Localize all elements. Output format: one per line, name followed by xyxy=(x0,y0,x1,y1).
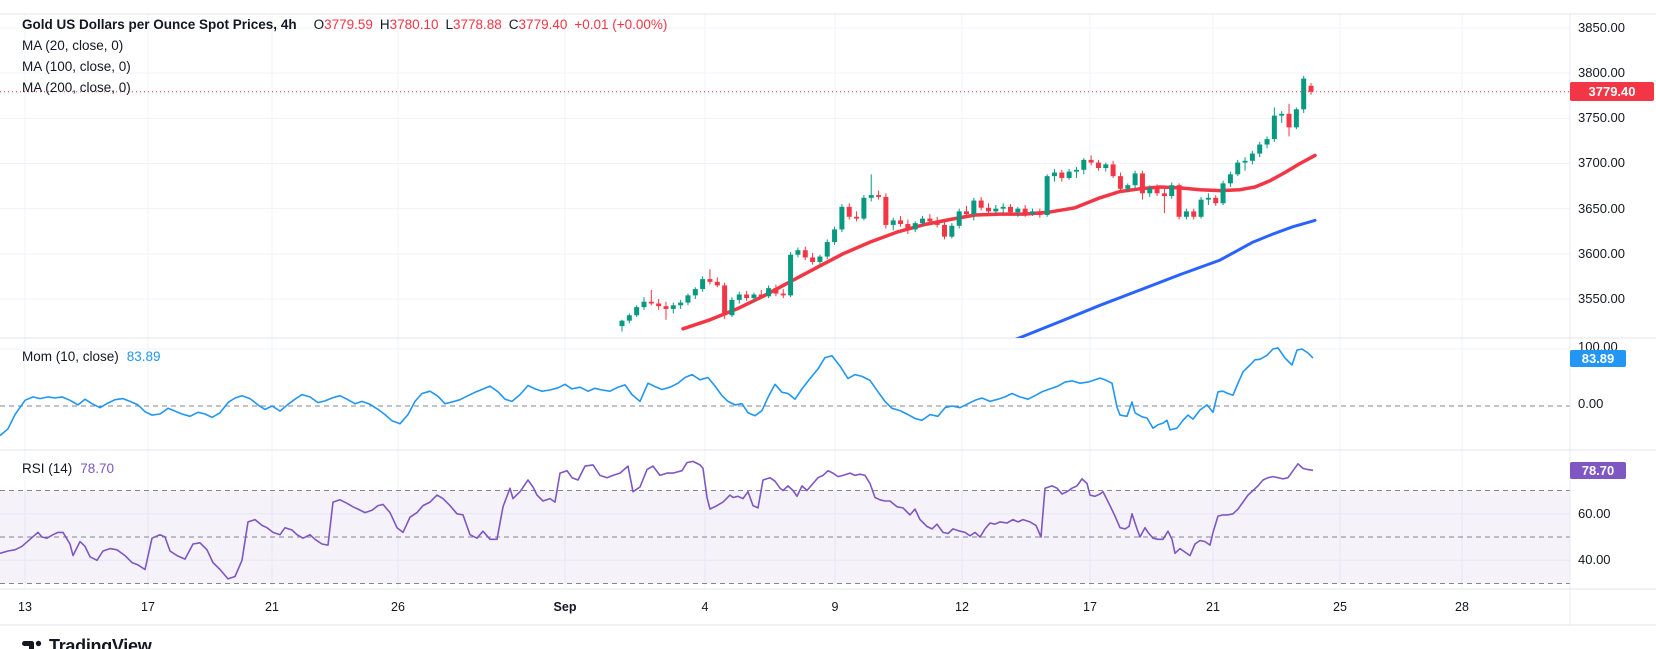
time-tick-label: 13 xyxy=(18,600,32,614)
tradingview-logo-text: TradingView xyxy=(49,636,152,649)
rsi-axis[interactable]: 60.00 40.00 xyxy=(1570,450,1656,589)
ma20-legend-row[interactable]: MA (20, close, 0) xyxy=(22,38,124,53)
open-label: O xyxy=(313,17,325,32)
low-label: L xyxy=(445,17,453,32)
momentum-legend-row[interactable]: Mom (10, close) 83.89 xyxy=(22,349,161,364)
time-tick-label: 9 xyxy=(831,600,839,614)
legend: Gold US Dollars per Ounce Spot Prices, 4… xyxy=(22,14,667,98)
symbol-legend-row[interactable]: Gold US Dollars per Ounce Spot Prices, 4… xyxy=(22,14,667,35)
rsi-tick-label: 40.00 xyxy=(1578,552,1611,568)
time-tick-label: Sep xyxy=(553,600,577,614)
momentum-value: 83.89 xyxy=(126,349,161,364)
last-price-badge: 3779.40 xyxy=(1570,82,1654,102)
close-label: C xyxy=(508,17,519,32)
time-tick-label: 26 xyxy=(391,600,405,614)
high-label: H xyxy=(379,17,390,32)
time-tick-label: 12 xyxy=(955,600,969,614)
momentum-label: Mom (10, close) xyxy=(22,349,119,364)
ma200-legend-row[interactable]: MA (200, close, 0) xyxy=(22,80,131,95)
time-axis[interactable]: 13 17 21 26 Sep 4 9 12 17 21 25 28 xyxy=(0,589,1570,625)
symbol-title: Gold US Dollars per Ounce Spot Prices, 4… xyxy=(22,17,297,32)
price-tick-label: 3650.00 xyxy=(1578,200,1625,216)
low-value: 3778.88 xyxy=(452,17,502,32)
time-tick-label: 21 xyxy=(1206,600,1220,614)
time-tick-label: 25 xyxy=(1333,600,1347,614)
tradingview-logo[interactable]: TradingView xyxy=(22,636,152,649)
open-value: 3779.59 xyxy=(324,17,373,32)
price-tick-label: 3750.00 xyxy=(1578,110,1625,126)
price-tick-label: 3800.00 xyxy=(1578,65,1625,81)
time-tick-label: 4 xyxy=(701,600,709,614)
tradingview-logo-icon xyxy=(22,640,42,649)
time-tick-label: 28 xyxy=(1455,600,1469,614)
momentum-tick-label: 0.00 xyxy=(1578,396,1604,411)
price-tick-label: 3700.00 xyxy=(1578,155,1625,171)
time-tick-label: 17 xyxy=(1083,600,1097,614)
change-value: +0.01 (+0.00%) xyxy=(574,17,668,32)
price-tick-label: 3550.00 xyxy=(1578,290,1625,306)
rsi-legend-row[interactable]: RSI (14) 78.70 xyxy=(22,461,114,476)
close-value: 3779.40 xyxy=(518,17,568,32)
rsi-tick-label: 60.00 xyxy=(1578,505,1611,521)
time-tick-label: 21 xyxy=(265,600,279,614)
rsi-label: RSI (14) xyxy=(22,461,73,476)
price-tick-label: 3850.00 xyxy=(1578,20,1625,35)
time-tick-label: 17 xyxy=(141,600,155,614)
momentum-value-badge: 83.89 xyxy=(1570,349,1626,367)
price-tick-label: 3600.00 xyxy=(1578,245,1625,261)
ma100-legend-row[interactable]: MA (100, close, 0) xyxy=(22,59,131,74)
rsi-value-badge: 78.70 xyxy=(1570,461,1626,479)
price-axis[interactable]: 3850.00 3800.00 3750.00 3700.00 3650.00 3600.… xyxy=(1570,14,1656,338)
high-value: 3780.10 xyxy=(389,17,439,32)
rsi-value: 78.70 xyxy=(80,461,115,476)
